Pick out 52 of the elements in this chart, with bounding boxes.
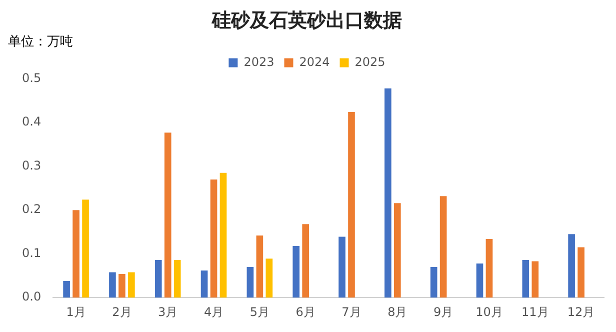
x-tick-label: 10月 — [476, 304, 503, 319]
bar — [109, 272, 116, 298]
bar — [210, 179, 218, 298]
x-tick-label: 5月 — [250, 304, 270, 319]
bar — [338, 236, 346, 298]
bar — [82, 200, 89, 298]
bar — [348, 112, 355, 298]
x-tick-label: 2月 — [112, 304, 132, 319]
legend-label: 2025 — [354, 54, 386, 69]
bar — [430, 266, 438, 298]
bar — [302, 224, 310, 298]
legend-label: 2023 — [244, 54, 274, 69]
bar — [522, 260, 530, 298]
x-tick-label: 4月 — [204, 304, 224, 319]
bar — [128, 272, 135, 298]
bar — [63, 280, 70, 298]
x-tick-label: 6月 — [296, 304, 316, 319]
x-tick-label: 11月 — [521, 304, 549, 319]
x-tick-label: 7月 — [342, 304, 362, 319]
y-tick-label: 0.2 — [22, 202, 42, 216]
bar — [220, 172, 227, 298]
bar — [486, 238, 493, 298]
bar — [246, 266, 254, 298]
y-tick-label: 0.5 — [22, 70, 42, 85]
x-tick-label: 9月 — [433, 304, 454, 319]
bar — [292, 246, 300, 298]
bar — [154, 260, 162, 298]
bar — [440, 196, 447, 298]
bar — [578, 247, 584, 298]
y-axis-title: 单位：万吨 — [8, 34, 73, 50]
x-tick-label: 1月 — [66, 304, 86, 319]
bar — [118, 274, 126, 298]
bar — [72, 210, 80, 298]
y-tick-label: 0.3 — [22, 158, 42, 172]
bar — [266, 258, 273, 298]
x-tick-label: 12月 — [567, 304, 595, 319]
bar — [532, 261, 539, 298]
y-tick-label: 0.0 — [22, 290, 42, 304]
legend-label: 2024 — [299, 54, 330, 69]
chart-title: 硅砂及石英砂出口数据 — [211, 9, 402, 32]
y-tick-label: 0.1 — [22, 246, 42, 260]
x-tick-label: 8月 — [388, 304, 408, 319]
bar — [384, 88, 392, 298]
y-tick-label: 0.4 — [22, 114, 42, 129]
bar — [476, 263, 484, 298]
bar — [174, 260, 181, 298]
bar — [164, 132, 172, 298]
bar — [568, 234, 575, 298]
bar — [256, 235, 264, 298]
bar — [200, 270, 208, 298]
bar — [394, 203, 401, 298]
x-tick-label: 3月 — [158, 304, 178, 319]
